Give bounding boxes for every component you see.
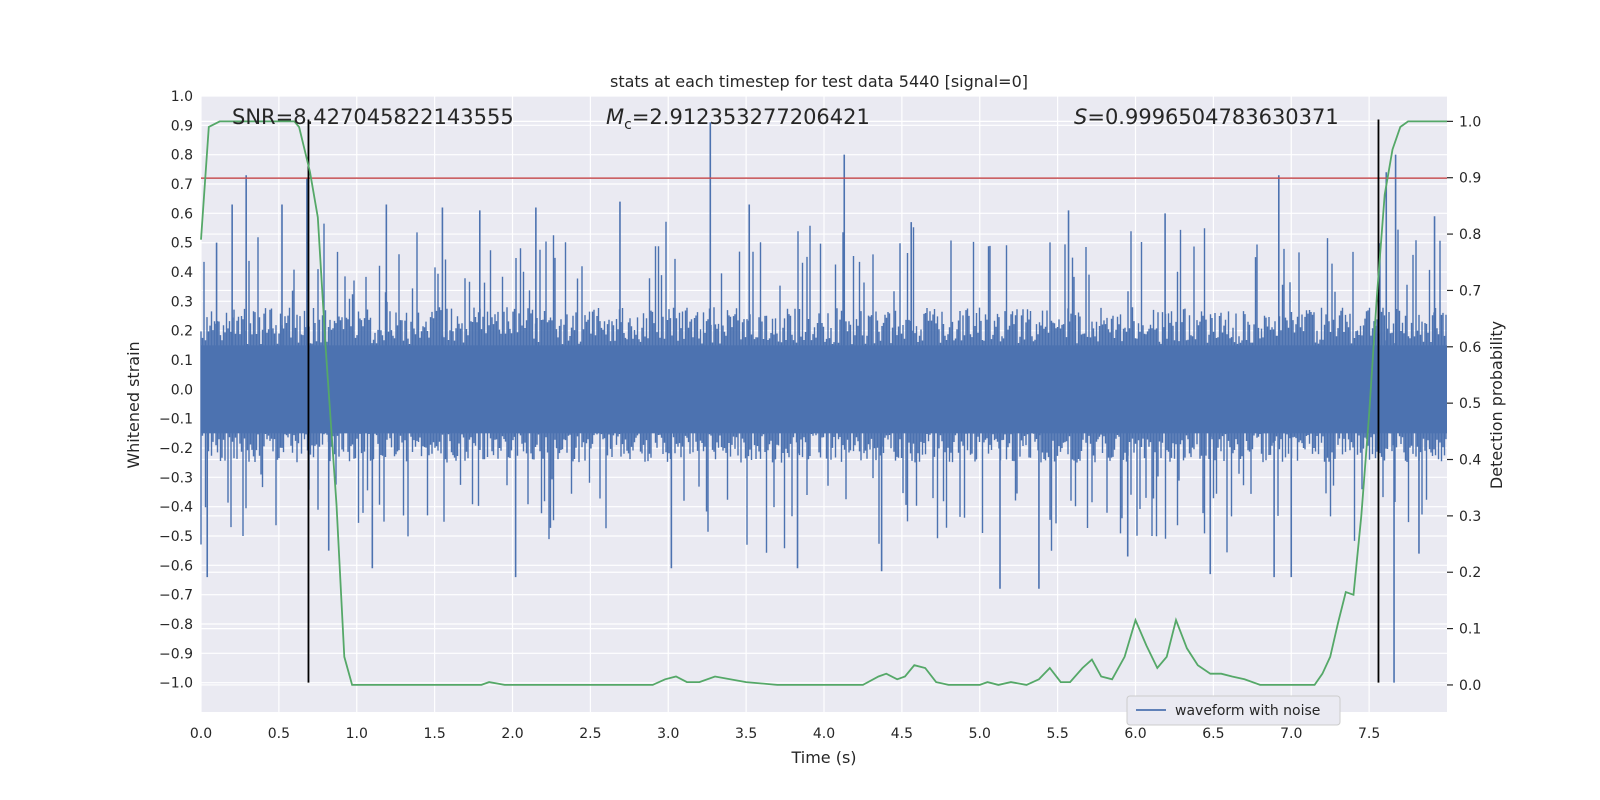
x-axis-label: Time (s) [790, 748, 856, 767]
score-symbol: S [1074, 105, 1087, 129]
marker-lines [307, 119, 1380, 683]
chirp-mass-symbol: M [606, 105, 624, 129]
legend-label: waveform with noise [1175, 703, 1320, 719]
waveform-series [200, 122, 1447, 683]
y-tick-label: 0.8 [171, 148, 193, 164]
score-annotation: S=0.9996504783630371 [1074, 105, 1339, 129]
y-tick-label: 0.5 [171, 236, 193, 252]
x-tick-label: 7.5 [1358, 726, 1380, 742]
chirp-mass-subscript: c [624, 117, 632, 133]
chirp-mass-value: =2.912353277206421 [632, 105, 870, 129]
x-tick-label: 1.0 [346, 726, 368, 742]
y-tick-label: −0.6 [159, 558, 193, 574]
y-tick-label: 0.7 [171, 177, 193, 193]
x-tick-label: 6.5 [1202, 726, 1224, 742]
y-tick-label: 0.0 [171, 382, 193, 398]
x-tick-label: 3.0 [657, 726, 679, 742]
right-y-tick-label: 0.2 [1459, 565, 1481, 581]
y-tick-label: 0.1 [171, 353, 193, 369]
y-tick-label: −0.1 [159, 412, 193, 428]
y-tick-label: −1.0 [159, 676, 193, 692]
y-tick-labels: 1.0 0.9 0.8 0.7 0.6 0.5 0.4 0.3 0.2 0.1 0.0 −0.1 −0.… [159, 89, 193, 692]
y-tick-label: −0.8 [159, 617, 193, 633]
y-tick-label: −0.3 [159, 470, 193, 486]
y-tick-label: 0.3 [171, 294, 193, 310]
y-tick-label: −0.7 [159, 588, 193, 604]
x-tick-label: 5.5 [1046, 726, 1068, 742]
right-y-tick-label: 1.0 [1459, 114, 1481, 130]
x-tick-label: 0.5 [268, 726, 290, 742]
legend-box [1126, 695, 1341, 726]
right-y-tick-label: 0.4 [1459, 453, 1481, 469]
right-y-tick-labels: 1.0 0.9 0.8 0.7 0.6 0.5 0.4 0.3 0.2 0.1 0.0 [1447, 114, 1481, 694]
right-y-tick-label: 0.1 [1459, 622, 1481, 638]
y-tick-label: −0.9 [159, 646, 193, 662]
snr-annotation: SNR=8.427045822143555 [232, 105, 514, 129]
x-tick-labels: 0.0 0.5 1.0 1.5 2.0 2.5 3.0 3.5 4.0 4.5 5.0 5.5 6.0 6… [190, 726, 1380, 742]
right-y-tick-label: 0.9 [1459, 171, 1481, 187]
y-tick-label: −0.4 [159, 500, 193, 516]
y-tick-label: 0.4 [171, 265, 193, 281]
x-tick-label: 7.0 [1280, 726, 1302, 742]
right-y-tick-label: 0.8 [1459, 227, 1481, 243]
score-value: =0.9996504783630371 [1087, 105, 1338, 129]
x-tick-label: 2.5 [579, 726, 601, 742]
x-tick-label: 5.0 [969, 726, 991, 742]
waveform-core [201, 345, 1447, 434]
y-tick-label: 0.9 [171, 118, 193, 134]
right-y-tick-label: 0.6 [1459, 340, 1481, 356]
x-tick-label: 6.0 [1124, 726, 1146, 742]
x-tick-label: 1.5 [423, 726, 445, 742]
right-y-tick-label: 0.7 [1459, 283, 1481, 299]
x-tick-label: 3.5 [735, 726, 757, 742]
x-tick-label: 0.0 [190, 726, 212, 742]
right-y-tick-label: 0.5 [1459, 396, 1481, 412]
x-tick-label: 2.0 [501, 726, 523, 742]
detection-probability-line [200, 120, 1447, 686]
x-tick-label: 4.5 [891, 726, 913, 742]
right-y-tick-label: 0.3 [1459, 509, 1481, 525]
chirp-mass-annotation: Mc=2.912353277206421 [606, 105, 870, 133]
y-axis-label: Whitened strain [124, 341, 143, 468]
y-tick-label: 0.6 [171, 206, 193, 222]
right-y-axis-label: Detection probability [1487, 321, 1506, 489]
right-y-tick-label: 0.0 [1459, 678, 1481, 694]
chart-title: stats at each timestep for test data 544… [610, 72, 1028, 91]
legend: waveform with noise [1126, 695, 1341, 726]
y-tick-label: −0.2 [159, 441, 193, 457]
y-tick-label: 0.2 [171, 324, 193, 340]
y-tick-label: −0.5 [159, 529, 193, 545]
x-tick-label: 4.0 [813, 726, 835, 742]
y-tick-label: 1.0 [171, 89, 193, 105]
